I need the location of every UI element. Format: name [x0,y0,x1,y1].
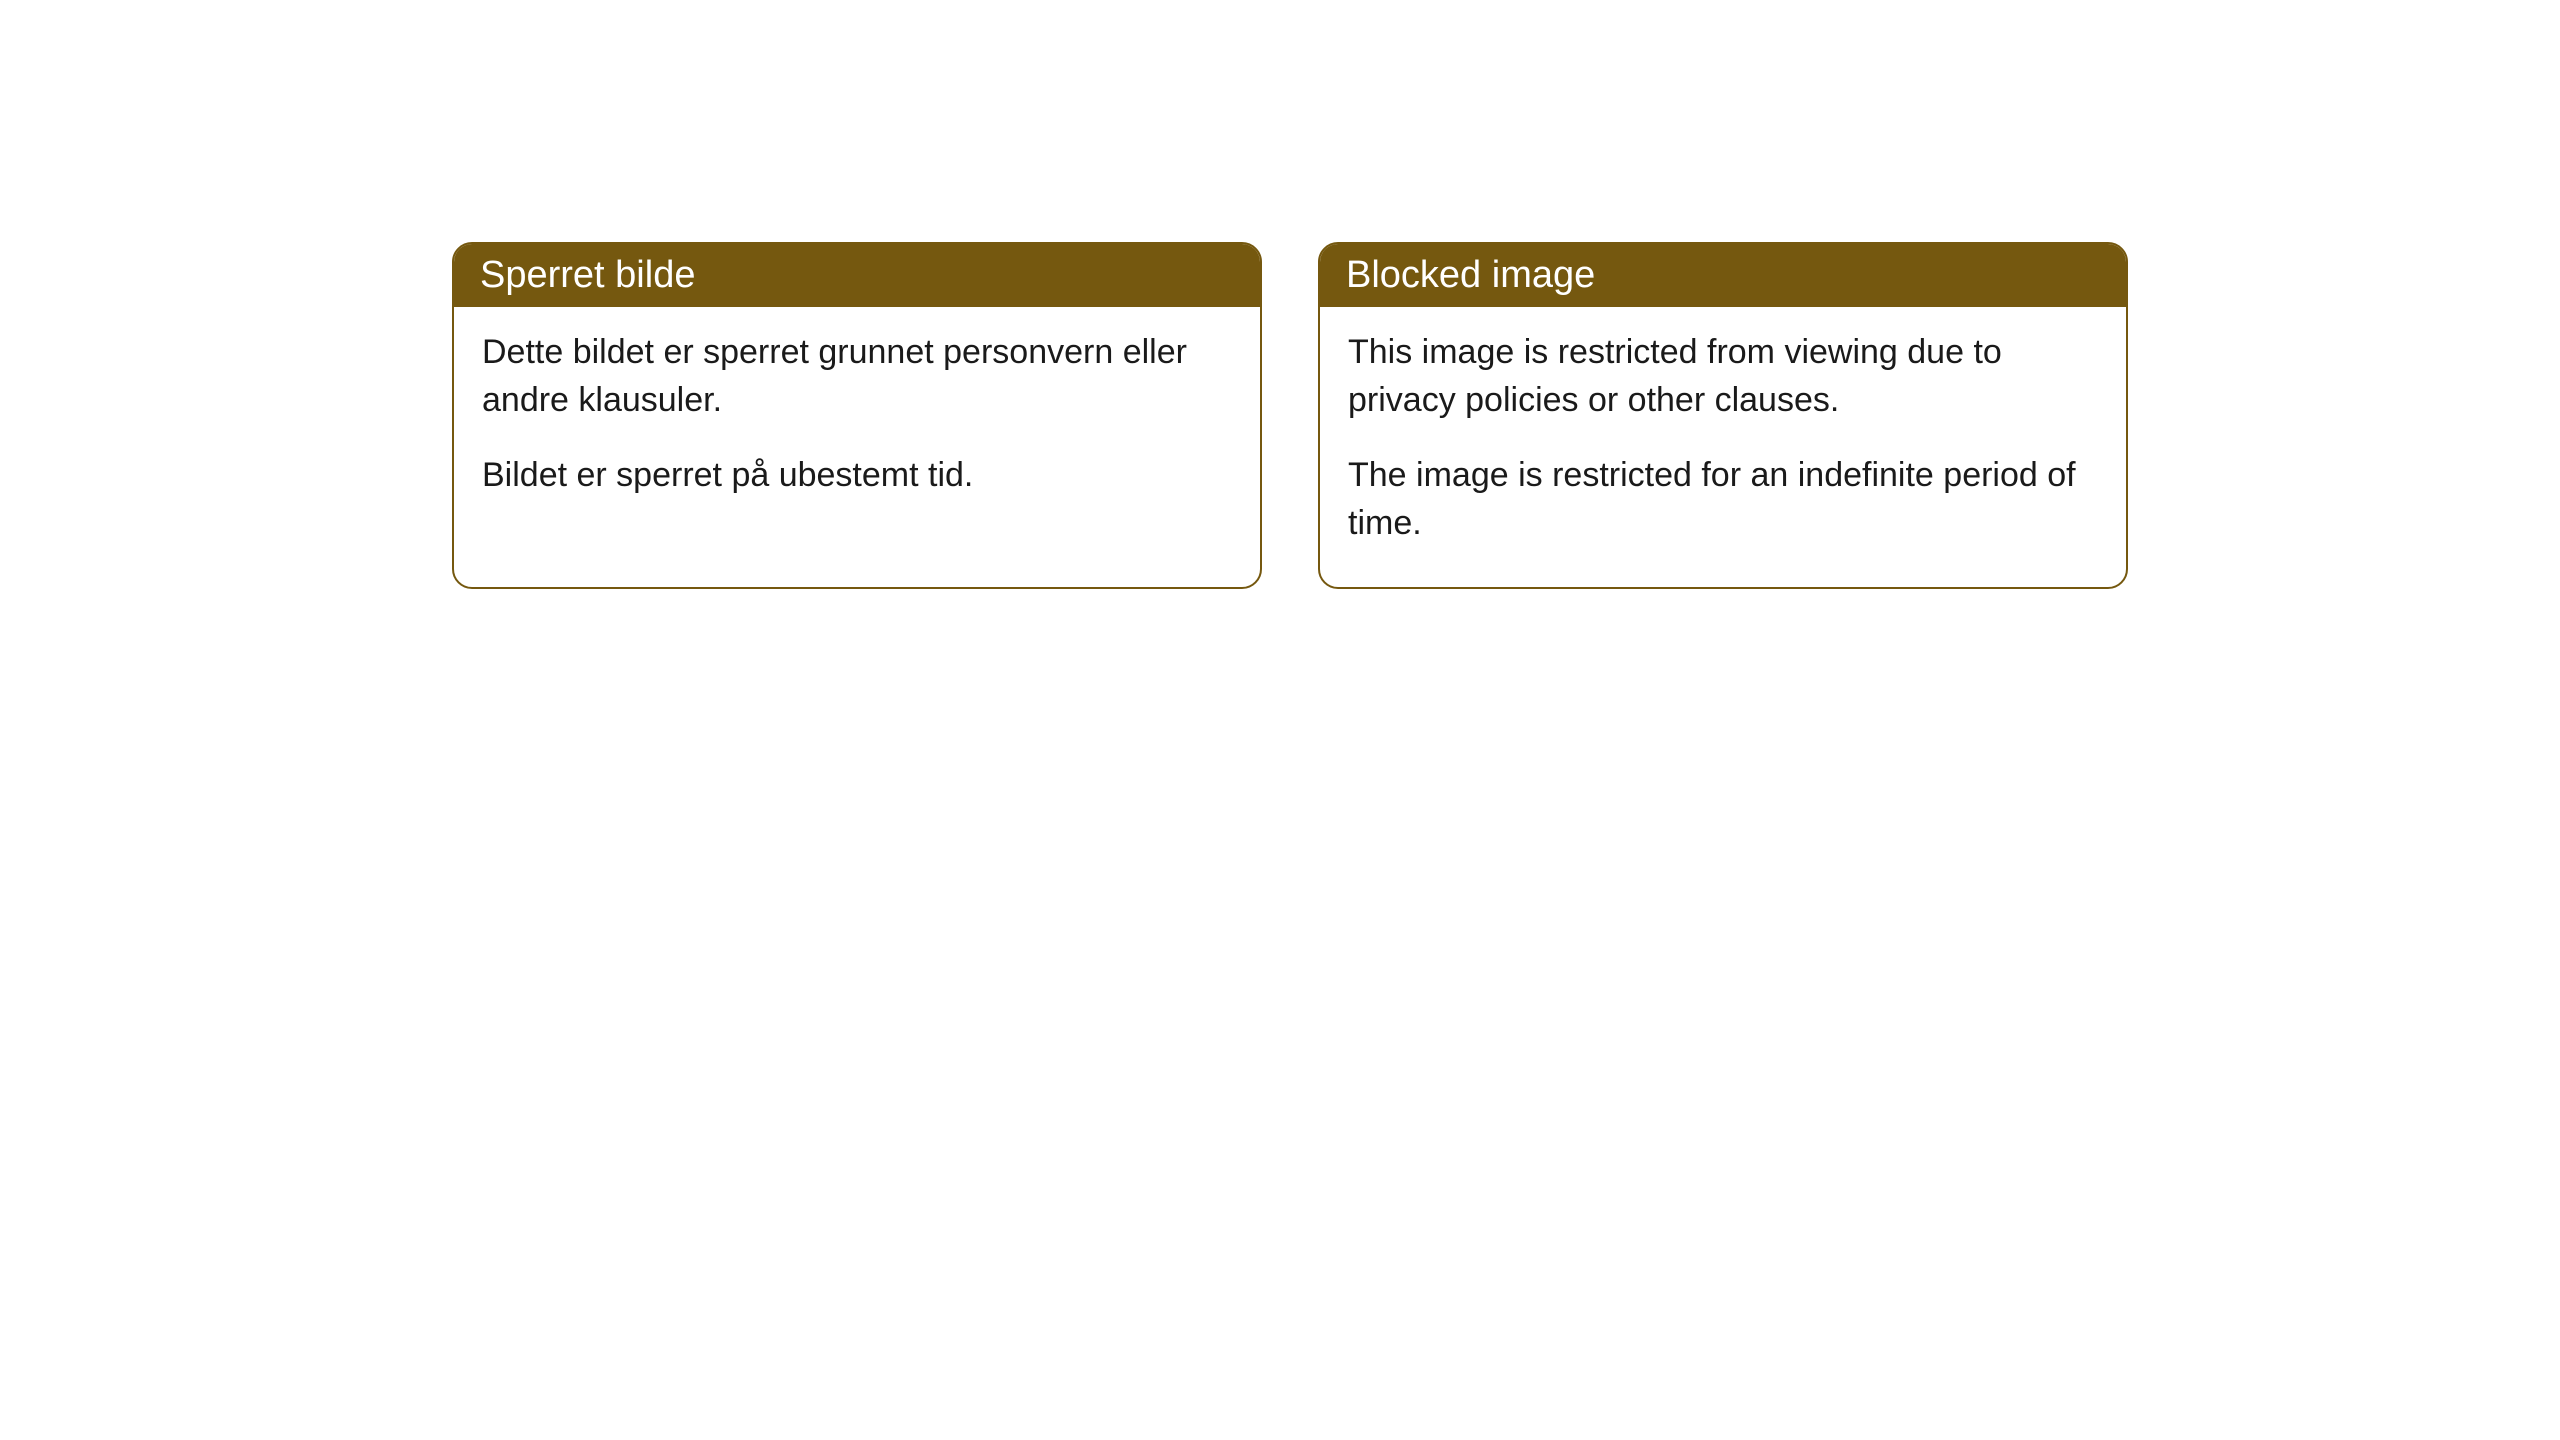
card-body-english: This image is restricted from viewing du… [1320,307,2126,587]
card-title: Blocked image [1346,254,1595,296]
notice-text-2: The image is restricted for an indefinit… [1348,452,2098,547]
blocked-image-card-english: Blocked image This image is restricted f… [1318,242,2128,589]
notice-container: Sperret bilde Dette bildet er sperret gr… [0,0,2560,589]
notice-text-1: This image is restricted from viewing du… [1348,329,2098,424]
card-header-norwegian: Sperret bilde [454,244,1260,307]
card-title: Sperret bilde [480,254,695,296]
blocked-image-card-norwegian: Sperret bilde Dette bildet er sperret gr… [452,242,1262,589]
card-header-english: Blocked image [1320,244,2126,307]
card-body-norwegian: Dette bildet er sperret grunnet personve… [454,307,1260,540]
notice-text-2: Bildet er sperret på ubestemt tid. [482,452,1232,500]
notice-text-1: Dette bildet er sperret grunnet personve… [482,329,1232,424]
